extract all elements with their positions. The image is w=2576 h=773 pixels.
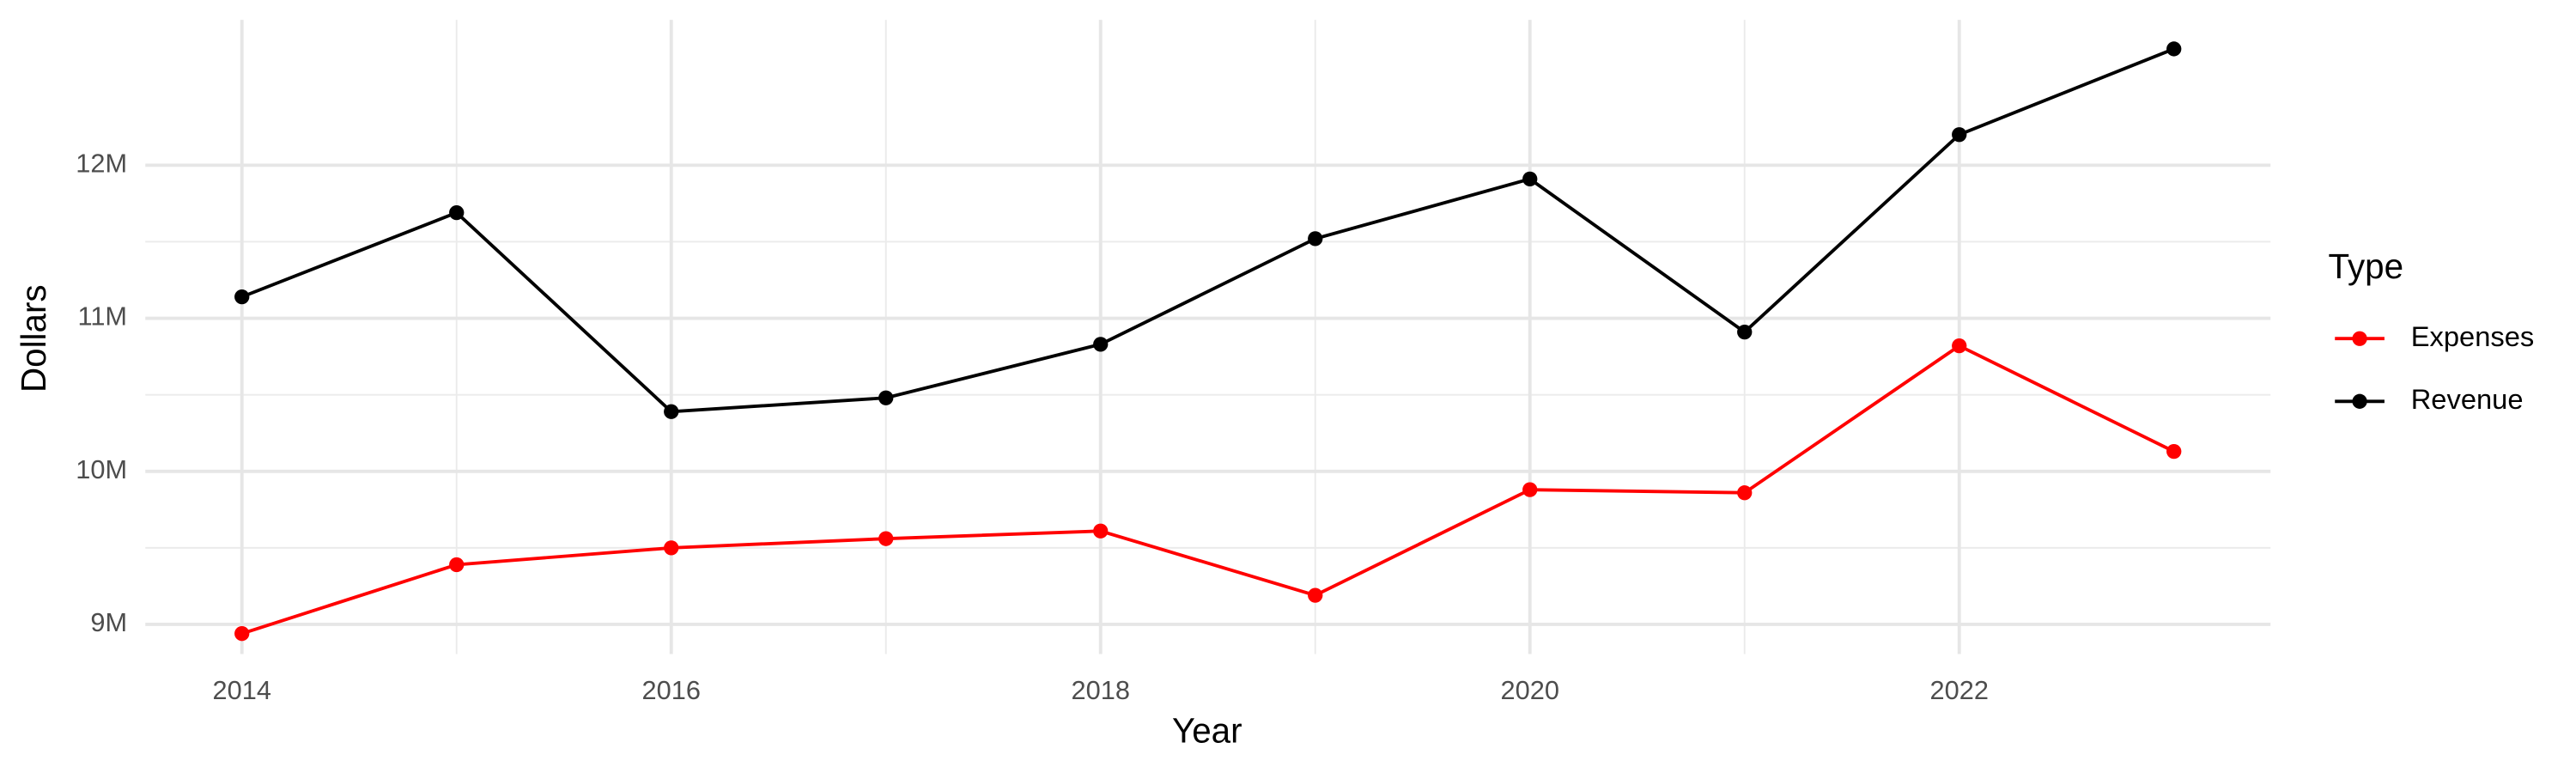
x-tick-label: 2020 [1501, 675, 1559, 705]
series-line [241, 47, 2175, 414]
plot-area [234, 41, 2182, 642]
legend: Expenses Revenue [2335, 320, 2534, 415]
data-point [449, 204, 465, 221]
data-point [878, 390, 894, 405]
data-point [234, 289, 250, 305]
legend-title: Type [2329, 247, 2404, 286]
series-line [241, 344, 2175, 636]
legend-label: Revenue [2411, 383, 2524, 415]
data-point [1522, 171, 1538, 187]
y-tick-label: 11M [78, 301, 128, 332]
y-tick-label: 10M [76, 454, 127, 484]
x-tick-label: 2014 [213, 675, 271, 705]
data-point [1737, 324, 1753, 340]
legend-key-point [2352, 393, 2367, 409]
data-point [234, 626, 250, 642]
data-point [1737, 485, 1753, 501]
data-point [1093, 523, 1109, 539]
data-point [449, 557, 465, 573]
x-tick-label: 2022 [1930, 675, 1989, 705]
legend-label: Expenses [2411, 320, 2535, 352]
x-axis-title: Year [1172, 711, 1242, 751]
data-point [1308, 231, 1323, 247]
data-point [1308, 587, 1323, 603]
y-axis-title: Dollars [14, 284, 53, 393]
data-point [1952, 338, 1967, 354]
data-point [2166, 41, 2182, 57]
data-point [1952, 127, 1967, 143]
legend-key-point [2352, 331, 2367, 346]
data-point [664, 540, 679, 556]
y-tick-label: 12M [76, 148, 127, 178]
x-tick-label: 2016 [642, 675, 701, 705]
y-tick-label: 9M [90, 607, 127, 637]
grid [145, 20, 2271, 654]
data-point [664, 404, 679, 419]
data-point [2166, 443, 2182, 460]
data-point [1522, 482, 1538, 497]
x-tick-label: 2018 [1072, 675, 1130, 705]
data-point [878, 531, 894, 546]
data-point [1093, 337, 1109, 352]
